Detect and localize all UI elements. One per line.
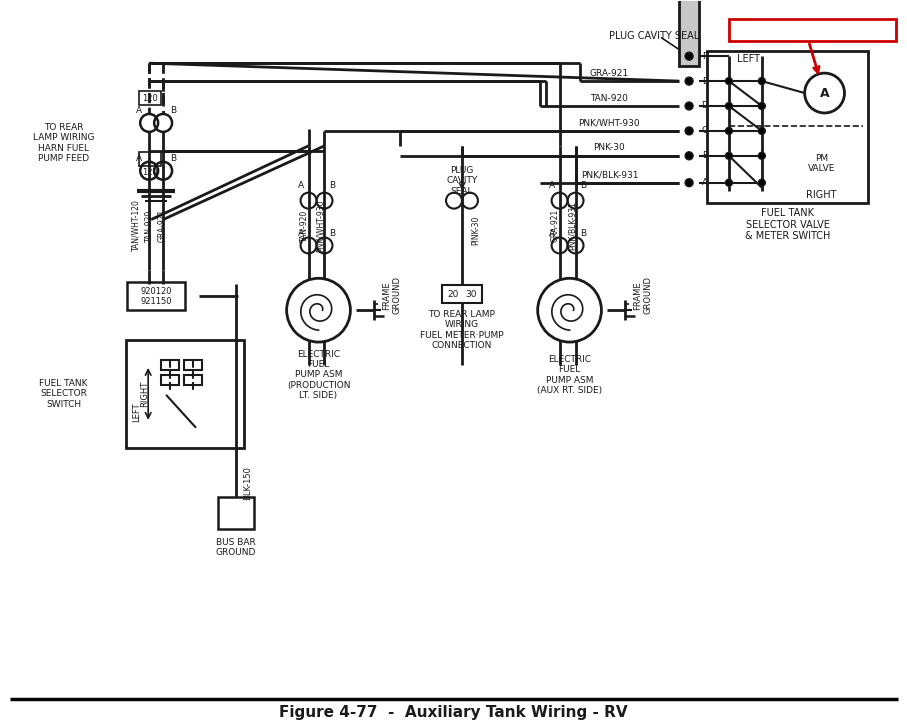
Text: E: E [702, 76, 707, 86]
Circle shape [726, 127, 733, 134]
Text: A: A [297, 229, 304, 238]
Text: RIGHT: RIGHT [806, 190, 837, 200]
Bar [679, 0, 699, 66]
Circle shape [685, 127, 693, 135]
Text: PLUG CAVITY SEAL: PLUG CAVITY SEAL [610, 31, 699, 41]
Bar [184, 375, 202, 385]
Bar [442, 285, 482, 303]
Text: A: A [136, 154, 142, 164]
Text: ELECTRIC
FUEL
PUMP ASM
(AUX RT. SIDE): ELECTRIC FUEL PUMP ASM (AUX RT. SIDE) [537, 355, 602, 395]
Circle shape [805, 73, 844, 113]
Text: F: F [703, 52, 707, 60]
Circle shape [685, 102, 693, 110]
Circle shape [758, 180, 766, 186]
Circle shape [758, 127, 766, 134]
Text: PM
VALVE: PM VALVE [808, 154, 835, 174]
Text: TAN-920: TAN-920 [145, 209, 153, 241]
Text: Current limiting Diodes: Current limiting Diodes [740, 25, 885, 36]
Circle shape [726, 153, 733, 159]
Text: C: C [702, 126, 708, 135]
Text: GRA-921: GRA-921 [158, 209, 167, 242]
Text: PNK/BLK-931: PNK/BLK-931 [580, 170, 639, 180]
Bar [184, 360, 202, 370]
Text: A: A [549, 229, 555, 238]
Text: 20: 20 [447, 290, 459, 299]
Text: Figure 4-77  -  Auxiliary Tank Wiring - RV: Figure 4-77 - Auxiliary Tank Wiring - RV [278, 705, 628, 720]
Bar [139, 91, 161, 105]
Text: PLUG
CAVITY
SEAL: PLUG CAVITY SEAL [446, 166, 478, 196]
Bar [127, 282, 185, 310]
Text: 920120
921150: 920120 921150 [141, 286, 172, 306]
Text: LEFT: LEFT [736, 55, 760, 64]
Text: BLK-150: BLK-150 [243, 467, 252, 500]
Text: B: B [329, 229, 336, 238]
Text: GRA-921: GRA-921 [551, 209, 561, 242]
Text: ELECTRIC
FUEL
PUMP ASM
(PRODUCTION
LT. SIDE): ELECTRIC FUEL PUMP ASM (PRODUCTION LT. S… [287, 350, 350, 401]
Text: B: B [170, 106, 176, 116]
Text: A: A [820, 87, 829, 100]
Bar [707, 51, 868, 203]
Text: TAN/WHT-120: TAN/WHT-120 [132, 200, 141, 252]
Text: PNK/WHT-930: PNK/WHT-930 [316, 199, 325, 252]
Text: FRAME
GROUND: FRAME GROUND [634, 276, 653, 314]
Circle shape [538, 278, 601, 342]
Text: TAN-920: TAN-920 [300, 209, 309, 241]
Circle shape [726, 78, 733, 84]
Text: PNK/BLK-931: PNK/BLK-931 [568, 201, 577, 250]
Circle shape [287, 278, 350, 342]
Text: PINK-30: PINK-30 [472, 216, 481, 245]
Text: A: A [297, 181, 304, 190]
Bar [126, 340, 244, 448]
Text: 120: 120 [142, 94, 158, 103]
Text: B: B [329, 181, 336, 190]
Bar [161, 360, 179, 370]
Circle shape [685, 152, 693, 160]
Circle shape [685, 179, 693, 187]
Bar [218, 497, 254, 529]
Text: 120: 120 [142, 168, 158, 177]
Text: B: B [580, 229, 587, 238]
Circle shape [726, 180, 733, 186]
Text: TAN-920: TAN-920 [590, 94, 629, 103]
Text: BUS BAR
GROUND: BUS BAR GROUND [216, 537, 256, 557]
Text: FUEL TANK
SELECTOR VALVE
& METER SWITCH: FUEL TANK SELECTOR VALVE & METER SWITCH [745, 208, 831, 241]
Text: LEFT: LEFT [132, 402, 141, 422]
Circle shape [726, 103, 733, 110]
Bar [139, 152, 161, 166]
Circle shape [758, 78, 766, 84]
Text: 30: 30 [465, 290, 477, 299]
Circle shape [685, 77, 693, 85]
Text: B: B [702, 151, 708, 160]
Text: B: B [170, 154, 176, 164]
Text: PNK-30: PNK-30 [593, 143, 625, 153]
Text: FUEL TANK
SELECTOR
SWITCH: FUEL TANK SELECTOR SWITCH [39, 379, 88, 409]
Text: TO REAR LAMP
WIRING
FUEL METER·PUMP
CONNECTION: TO REAR LAMP WIRING FUEL METER·PUMP CONN… [420, 310, 503, 350]
Text: A: A [136, 106, 142, 116]
Text: B: B [580, 181, 587, 190]
Circle shape [685, 52, 693, 60]
Bar [161, 375, 179, 385]
Circle shape [758, 153, 766, 159]
Text: RIGHT: RIGHT [140, 381, 149, 407]
Bar [729, 20, 896, 41]
Text: D: D [702, 102, 708, 111]
Circle shape [758, 103, 766, 110]
Text: A: A [549, 181, 555, 190]
Text: A: A [702, 178, 708, 187]
Text: FRAME
GROUND: FRAME GROUND [383, 276, 402, 314]
Text: PNK/WHT-930: PNK/WHT-930 [579, 119, 640, 127]
Text: TO REAR
LAMP WIRING
HARN FUEL
PUMP FEED: TO REAR LAMP WIRING HARN FUEL PUMP FEED [33, 123, 94, 163]
Text: GRA-921: GRA-921 [590, 68, 629, 78]
